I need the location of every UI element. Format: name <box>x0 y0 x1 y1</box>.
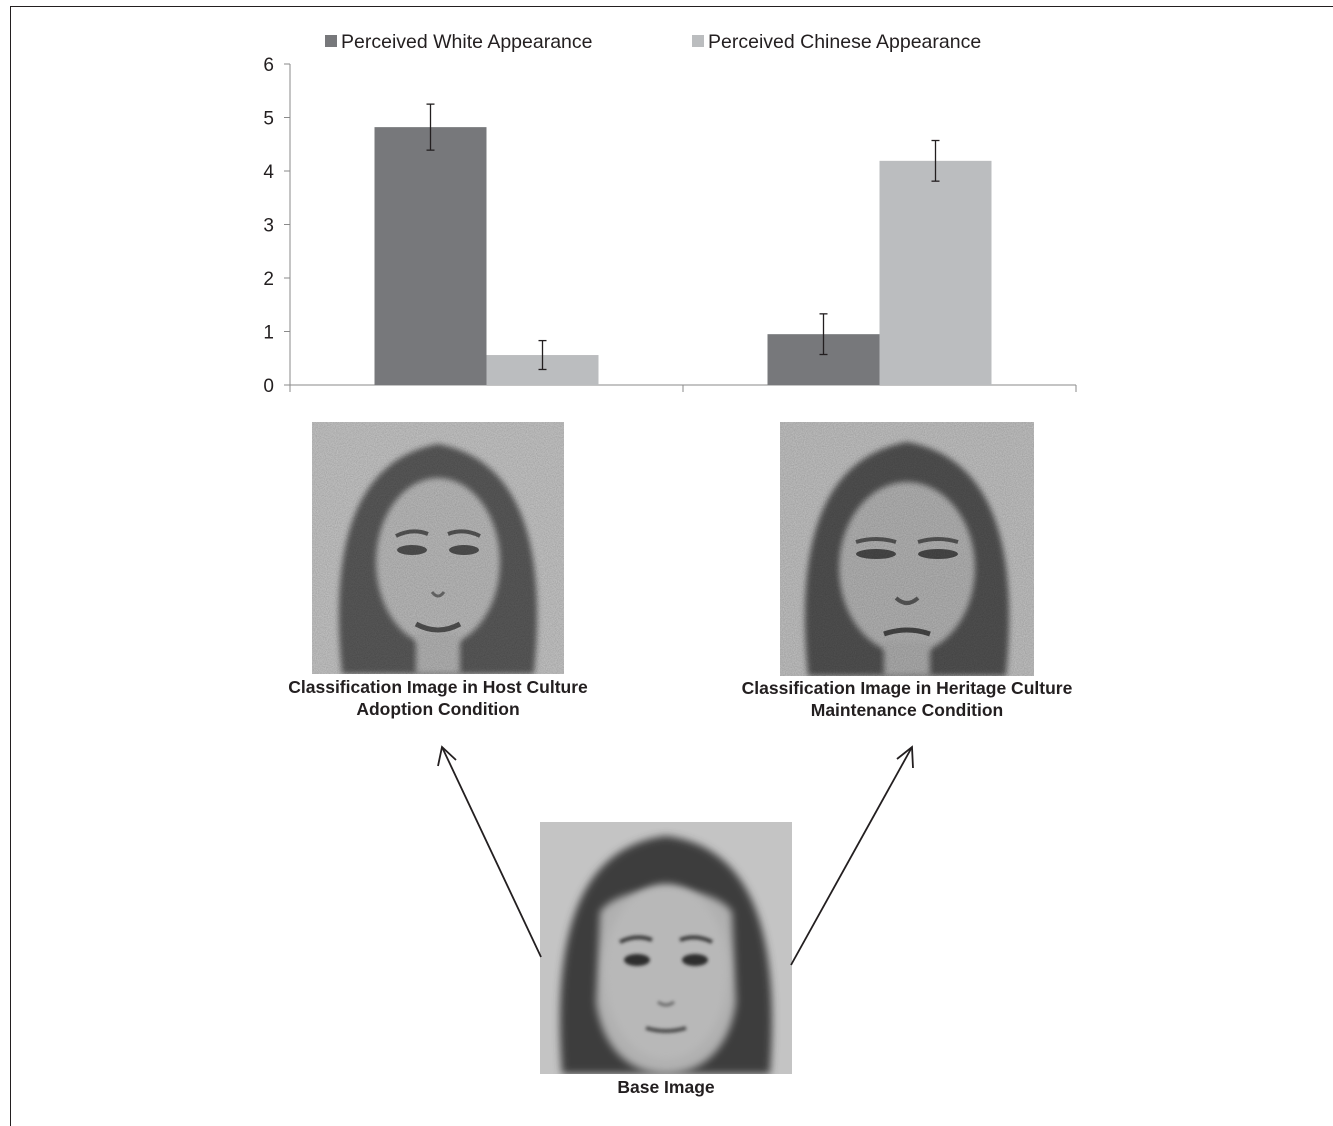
legend-label: Perceived Chinese Appearance <box>708 31 981 53</box>
base-image <box>540 822 792 1074</box>
bar <box>879 160 992 385</box>
bars-layer <box>374 103 992 385</box>
host-culture-caption: Classification Image in Host Culture Ado… <box>262 676 614 720</box>
legend-swatch <box>325 35 337 47</box>
heritage-culture-classification-image <box>780 422 1034 676</box>
y-axis: 0 1 2 3 4 5 6 <box>263 55 291 397</box>
y-tick-label: 4 <box>263 162 274 183</box>
y-tick-label: 1 <box>263 323 274 344</box>
host-caption-line-1: Classification Image in Host Culture <box>288 677 588 697</box>
legend-swatch <box>692 35 704 47</box>
base-image-caption: Base Image <box>566 1076 766 1098</box>
host-caption-line-2: Adoption Condition <box>356 699 520 719</box>
chart-legend: Perceived White Appearance Perceived Chin… <box>325 31 981 53</box>
y-tick-label: 3 <box>263 216 274 237</box>
heritage-caption-line-1: Classification Image in Heritage Culture <box>741 678 1073 698</box>
y-tick-label: 0 <box>263 376 274 397</box>
bar <box>374 127 487 385</box>
y-tick-label: 6 <box>263 55 274 76</box>
figure-frame <box>10 6 1333 1126</box>
base-caption-text: Base Image <box>617 1077 715 1097</box>
host-culture-classification-image <box>312 422 564 674</box>
legend-label: Perceived White Appearance <box>341 31 592 53</box>
heritage-caption-line-2: Maintenance Condition <box>810 700 1004 720</box>
bar-chart: Perceived White Appearance Perceived Chin… <box>263 31 1077 397</box>
y-tick-label: 2 <box>263 269 274 290</box>
y-tick-label: 5 <box>263 109 274 130</box>
heritage-culture-caption: Classification Image in Heritage Culture… <box>712 677 1102 721</box>
x-axis <box>289 384 1077 392</box>
